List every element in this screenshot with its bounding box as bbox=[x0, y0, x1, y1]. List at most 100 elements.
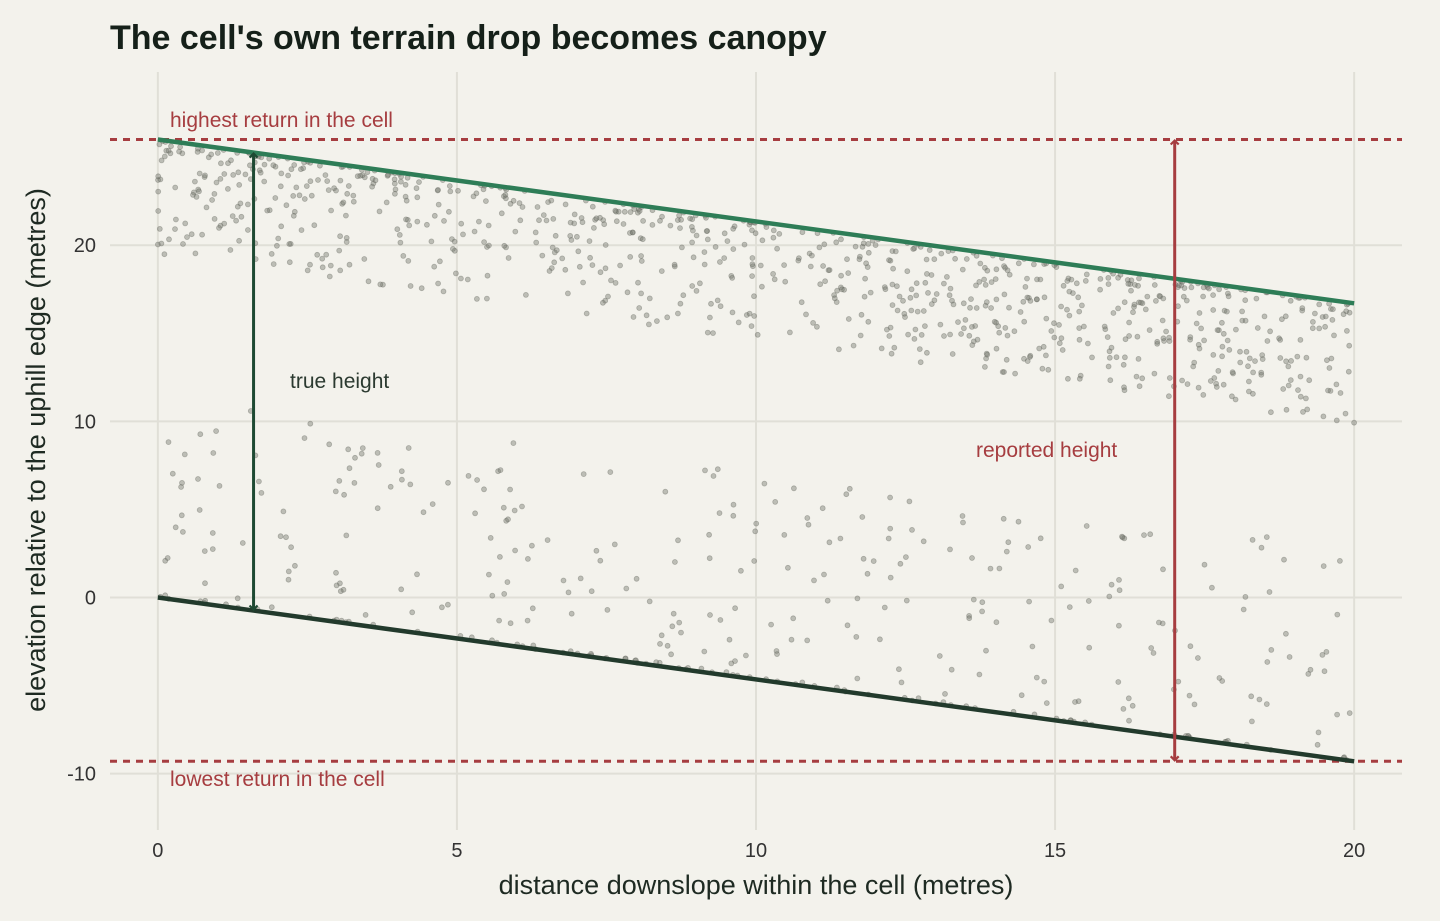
lidar-return-point bbox=[1248, 693, 1255, 700]
lidar-return-point bbox=[473, 190, 480, 197]
lidar-return-point bbox=[296, 192, 303, 199]
lidar-return-point bbox=[398, 586, 405, 593]
lidar-return-point bbox=[1346, 342, 1353, 349]
lidar-return-point bbox=[604, 607, 611, 613]
lidar-return-point bbox=[1288, 357, 1294, 364]
lidar-return-point bbox=[824, 597, 831, 604]
lidar-return-point bbox=[480, 186, 487, 193]
x-tick-label: 0 bbox=[152, 840, 163, 862]
lidar-return-point bbox=[1224, 308, 1230, 315]
lidar-return-point bbox=[859, 514, 866, 520]
lidar-return-point bbox=[966, 332, 973, 339]
lidar-return-point bbox=[1183, 297, 1190, 304]
lidar-return-point bbox=[643, 312, 650, 319]
lidar-return-point bbox=[1184, 381, 1191, 388]
lidar-return-point bbox=[361, 174, 368, 181]
lidar-return-point bbox=[446, 183, 453, 189]
lidar-return-point bbox=[870, 558, 877, 564]
lidar-return-point bbox=[482, 198, 489, 205]
lidar-return-point bbox=[471, 228, 478, 235]
lidar-return-point bbox=[169, 470, 176, 477]
lidar-return-point bbox=[202, 580, 208, 587]
lidar-return-point bbox=[977, 260, 984, 267]
lidar-return-point bbox=[1266, 589, 1273, 595]
lidar-return-point bbox=[592, 216, 598, 223]
lidar-return-point bbox=[500, 504, 507, 511]
lidar-return-point bbox=[1331, 332, 1337, 339]
lidar-return-point bbox=[436, 258, 443, 265]
lidar-return-point bbox=[905, 331, 911, 338]
lidar-return-point bbox=[588, 588, 595, 595]
lidar-return-point bbox=[337, 177, 344, 184]
lidar-return-point bbox=[805, 521, 812, 528]
lidar-return-point bbox=[903, 554, 909, 560]
lidar-return-point bbox=[693, 287, 700, 294]
lidar-return-point bbox=[392, 186, 399, 193]
lidar-return-point bbox=[398, 468, 405, 475]
lidar-return-point bbox=[1200, 391, 1207, 398]
lidar-return-point bbox=[210, 450, 217, 456]
lidar-return-point bbox=[1250, 369, 1256, 376]
lidar-return-point bbox=[701, 261, 708, 268]
lidar-return-point bbox=[304, 267, 311, 274]
lidar-return-point bbox=[925, 289, 931, 296]
lidar-return-point bbox=[1101, 323, 1108, 330]
lidar-return-point bbox=[1058, 303, 1064, 310]
lidar-return-point bbox=[1108, 344, 1115, 351]
lidar-return-point bbox=[678, 629, 684, 636]
lidar-return-point bbox=[178, 484, 185, 490]
lidar-return-point bbox=[878, 345, 885, 352]
lidar-return-point bbox=[751, 313, 758, 319]
lidar-return-point bbox=[790, 615, 797, 622]
lidar-return-point bbox=[881, 604, 888, 611]
lidar-return-point bbox=[589, 203, 596, 210]
lidar-return-point bbox=[963, 256, 970, 262]
lidar-return-point bbox=[833, 239, 840, 246]
lidar-return-point bbox=[1120, 361, 1127, 368]
lidar-return-point bbox=[397, 178, 404, 185]
lidar-return-point bbox=[1076, 308, 1083, 315]
lidar-return-point bbox=[1128, 287, 1134, 294]
lidar-return-point bbox=[853, 634, 860, 640]
lidar-return-point bbox=[345, 446, 352, 453]
lidar-return-point bbox=[455, 187, 461, 194]
lidar-return-point bbox=[224, 185, 231, 192]
lidar-return-point bbox=[270, 261, 277, 268]
lidar-return-point bbox=[749, 227, 755, 234]
lidar-return-point bbox=[217, 222, 224, 229]
lidar-return-point bbox=[397, 239, 404, 246]
lidar-return-point bbox=[839, 286, 845, 293]
lidar-return-point bbox=[297, 166, 304, 173]
lidar-return-point bbox=[163, 147, 170, 154]
lidar-return-point bbox=[1297, 336, 1304, 343]
lidar-return-point bbox=[770, 234, 777, 241]
lidar-return-point bbox=[867, 289, 874, 296]
lidar-return-point bbox=[1283, 406, 1290, 413]
lidar-return-point bbox=[860, 555, 867, 562]
lidar-return-point bbox=[1306, 377, 1313, 384]
lidar-return-point bbox=[918, 331, 925, 338]
lidar-return-point bbox=[1267, 328, 1273, 335]
lidar-return-point bbox=[1043, 352, 1049, 359]
lidar-return-point bbox=[458, 220, 465, 227]
lidar-return-point bbox=[615, 208, 622, 215]
lidar-return-point bbox=[639, 236, 646, 243]
lowest-return-label: lowest return in the cell bbox=[170, 768, 385, 791]
lidar-return-point bbox=[1133, 373, 1140, 380]
lidar-return-point bbox=[1299, 305, 1306, 312]
lidar-return-point bbox=[887, 257, 894, 264]
lidar-return-point bbox=[398, 476, 405, 483]
lidar-return-point bbox=[937, 321, 944, 328]
lidar-return-point bbox=[403, 216, 409, 223]
lidar-return-point bbox=[181, 451, 188, 458]
lidar-return-point bbox=[1249, 537, 1256, 543]
lidar-return-point bbox=[278, 170, 285, 177]
lidar-return-point bbox=[1252, 358, 1258, 365]
lidar-return-point bbox=[512, 228, 519, 235]
lidar-return-point bbox=[896, 293, 903, 300]
lidar-return-point bbox=[327, 262, 334, 269]
lidar-return-point bbox=[209, 530, 216, 536]
lidar-return-point bbox=[1083, 523, 1090, 529]
lidar-return-point bbox=[714, 297, 721, 304]
lidar-return-point bbox=[903, 597, 910, 604]
